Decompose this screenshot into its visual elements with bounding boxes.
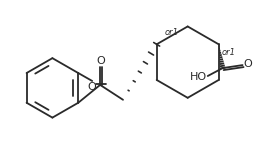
Text: HO: HO (190, 72, 207, 82)
Text: or1: or1 (165, 28, 179, 37)
Text: O: O (243, 59, 252, 69)
Text: O: O (97, 56, 105, 66)
Text: or1: or1 (222, 48, 236, 57)
Text: O: O (88, 82, 97, 92)
